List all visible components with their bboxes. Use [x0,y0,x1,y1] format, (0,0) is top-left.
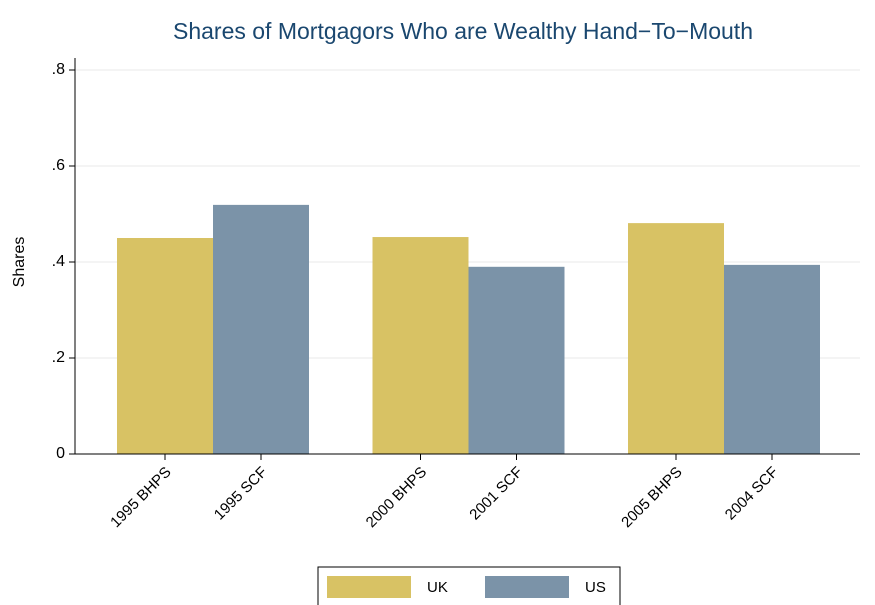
legend-label: US [585,579,606,596]
bar [468,266,565,454]
bar [117,238,213,454]
y-tick-label: .2 [52,349,65,366]
x-tick-label: 2001 SCF [466,464,526,524]
x-tick-label: 2004 SCF [722,464,782,524]
legend-swatch [485,576,569,598]
y-tick-label: .8 [52,61,65,78]
y-tick-label: .6 [52,157,65,174]
x-tick-label: 1995 BHPS [107,464,174,531]
x-tick-label: 2005 BHPS [618,464,685,531]
bar [372,237,469,454]
bar [213,204,309,454]
legend-label: UK [427,579,448,596]
y-tick-label: 0 [56,445,65,462]
chart-title: Shares of Mortgagors Who are Wealthy Han… [173,18,753,44]
x-tick-label: 2000 BHPS [363,464,430,531]
y-axis-title: Shares [11,237,28,288]
bar [724,264,820,454]
y-tick-label: .4 [52,253,65,270]
x-tick-label: 1995 SCF [211,464,271,524]
legend-swatch [327,576,411,598]
bar [628,223,724,454]
